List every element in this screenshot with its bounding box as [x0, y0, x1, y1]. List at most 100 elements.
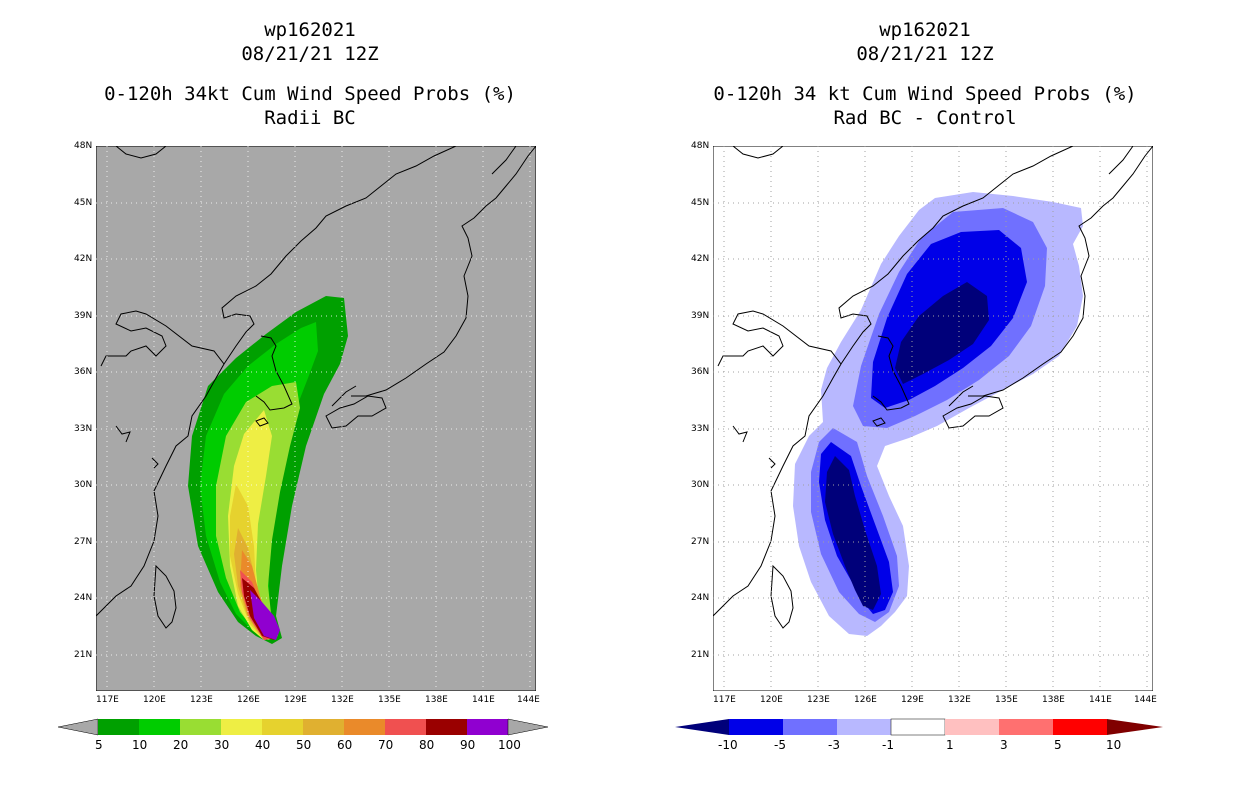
left-map-panel — [96, 146, 536, 691]
lon-label: 126E — [237, 695, 260, 705]
lon-label: 141E — [472, 695, 495, 705]
left-title-block: wp162021 08/21/21 12Z 0-120h 34kt Cum Wi… — [30, 18, 590, 130]
cbar-cell — [221, 719, 262, 735]
lat-label: 24N — [74, 593, 93, 603]
cbar-high-triangle — [507, 718, 549, 736]
cbar-label: 30 — [214, 738, 230, 752]
lon-label: 117E — [96, 695, 119, 705]
right-coastlines — [713, 146, 1153, 629]
cbar-label: 100 — [498, 738, 521, 752]
cbar-label: 70 — [378, 738, 394, 752]
lat-label: 39N — [74, 311, 93, 321]
cbar-label: -10 — [718, 738, 738, 752]
cbar-label: 60 — [337, 738, 353, 752]
right-storm-id: wp162021 — [879, 19, 971, 41]
left-grid — [96, 146, 536, 691]
lat-label: 33N — [74, 424, 93, 434]
cbar-cell — [890, 718, 946, 736]
cbar-label: -1 — [882, 738, 894, 752]
lon-label: 138E — [1042, 695, 1065, 705]
cbar-cell — [467, 719, 508, 735]
cbar-label: 50 — [296, 738, 312, 752]
cbar-cell — [385, 719, 426, 735]
lon-label: 123E — [807, 695, 830, 705]
lat-label: 21N — [74, 650, 93, 660]
cbar-cell — [98, 719, 139, 735]
cbar-cell — [999, 719, 1053, 735]
cbar-label: 5 — [95, 738, 103, 752]
lat-label: 48N — [74, 141, 93, 151]
cbar-cell — [729, 719, 783, 735]
cbar-label: 20 — [173, 738, 189, 752]
cbar-low-triangle — [58, 718, 99, 736]
cbar-label: 10 — [132, 738, 148, 752]
lat-label: 48N — [691, 141, 710, 151]
right-difference-field — [793, 192, 1083, 636]
lat-label: 39N — [691, 311, 710, 321]
cbar-cell — [837, 719, 891, 735]
left-map-background — [96, 146, 536, 691]
cbar-high-triangle — [1107, 719, 1163, 735]
cbar-low-triangle — [675, 719, 729, 735]
cbar-cell — [303, 719, 344, 735]
cbar-cell — [426, 719, 467, 735]
cbar-cell — [1053, 719, 1107, 735]
lat-label: 27N — [74, 537, 93, 547]
lat-label: 45N — [74, 198, 93, 208]
cbar-cell — [783, 719, 837, 735]
lat-label: 21N — [691, 650, 710, 660]
prob-90-contour — [250, 590, 280, 640]
lat-label: 36N — [74, 367, 93, 377]
cbar-cell — [180, 719, 221, 735]
diff-minus10-contour — [825, 282, 989, 610]
cbar-label: 1 — [946, 738, 954, 752]
cbar-label: 3 — [1000, 738, 1008, 752]
left-probability-field — [188, 296, 348, 644]
left-subtitle: Radii BC — [264, 107, 356, 129]
lon-label: 123E — [190, 695, 213, 705]
lon-label: 141E — [1089, 695, 1112, 705]
lon-label: 132E — [331, 695, 354, 705]
lon-label: 117E — [713, 695, 736, 705]
right-product-title: 0-120h 34 kt Cum Wind Speed Probs (%) — [713, 83, 1137, 105]
lat-label: 30N — [74, 480, 93, 490]
cbar-label: 80 — [419, 738, 435, 752]
right-title-block: wp162021 08/21/21 12Z 0-120h 34 kt Cum W… — [645, 18, 1205, 130]
right-subtitle: Rad BC - Control — [833, 107, 1017, 129]
cbar-label: 5 — [1054, 738, 1062, 752]
lon-label: 132E — [948, 695, 971, 705]
right-colorbar — [675, 718, 1163, 736]
island-outline — [255, 417, 269, 427]
left-datetime: 08/21/21 12Z — [241, 43, 379, 65]
cbar-label: -3 — [828, 738, 840, 752]
cbar-label: 40 — [255, 738, 271, 752]
lat-label: 33N — [691, 424, 710, 434]
lon-label: 120E — [143, 695, 166, 705]
lat-label: 30N — [691, 480, 710, 490]
lat-label: 36N — [691, 367, 710, 377]
lat-label: 42N — [691, 254, 710, 264]
cbar-label: 10 — [1106, 738, 1122, 752]
lon-label: 129E — [901, 695, 924, 705]
cbar-cell — [344, 719, 385, 735]
cbar-cell — [262, 719, 303, 735]
lon-label: 126E — [854, 695, 877, 705]
lat-label: 45N — [691, 198, 710, 208]
left-storm-id: wp162021 — [264, 19, 356, 41]
lon-label: 144E — [517, 695, 540, 705]
cbar-cell — [139, 719, 180, 735]
lon-label: 129E — [284, 695, 307, 705]
cbar-label: 90 — [460, 738, 476, 752]
lat-label: 42N — [74, 254, 93, 264]
cbar-label: -5 — [774, 738, 786, 752]
left-colorbar — [58, 718, 549, 736]
right-map-panel — [713, 146, 1153, 691]
left-coastlines — [96, 146, 536, 629]
lat-label: 27N — [691, 537, 710, 547]
lon-label: 135E — [995, 695, 1018, 705]
left-product-title: 0-120h 34kt Cum Wind Speed Probs (%) — [104, 83, 516, 105]
right-datetime: 08/21/21 12Z — [856, 43, 994, 65]
lon-label: 120E — [760, 695, 783, 705]
cbar-cell — [945, 719, 999, 735]
lon-label: 138E — [425, 695, 448, 705]
